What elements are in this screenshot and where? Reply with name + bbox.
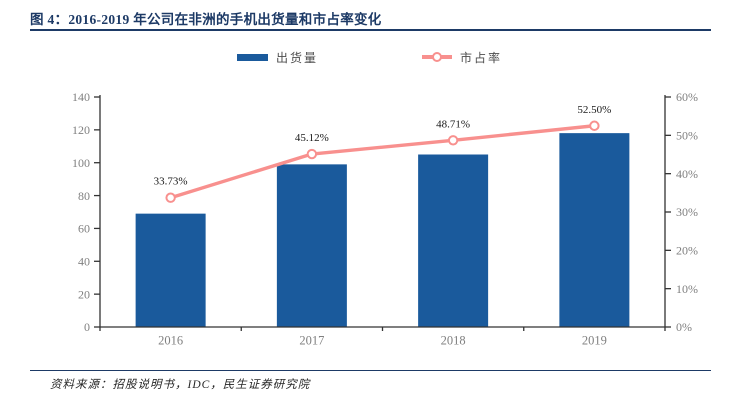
right-axis-label: 40%	[676, 167, 698, 181]
left-axis-label: 20	[78, 287, 90, 301]
legend-item-shipments: 出货量	[236, 49, 318, 66]
left-axis-label: 60	[78, 222, 90, 236]
share-marker-2019	[589, 120, 600, 131]
left-axis-label: 80	[78, 189, 90, 203]
x-axis-label: 2017	[299, 334, 324, 348]
legend-label-share: 市占率	[460, 50, 503, 65]
title-underline	[30, 29, 711, 31]
right-axis-label: 50%	[676, 129, 698, 143]
source-note: 资料来源：招股说明书，IDC，民生证券研究院	[50, 379, 311, 391]
share-marker-2017	[306, 148, 318, 160]
bar-swatch-icon	[236, 53, 268, 61]
left-axis-label: 40	[78, 254, 90, 268]
right-axis-label: 30%	[676, 205, 698, 219]
left-axis-label: 140	[72, 90, 90, 104]
bar-2017	[276, 164, 347, 327]
legend-label-shipments: 出货量	[275, 50, 318, 65]
right-axis-label: 10%	[676, 282, 698, 296]
share-marker-2016	[165, 192, 176, 203]
right-axis-label: 60%	[676, 90, 698, 104]
share-data-label: 48.71%	[436, 118, 470, 130]
x-axis-label: 2016	[158, 334, 183, 348]
share-marker-2018	[447, 135, 459, 146]
left-axis-label: 120	[72, 123, 90, 137]
legend-item-share: 市占率	[422, 49, 502, 66]
footer-divider	[30, 370, 711, 372]
share-data-label: 33.73%	[154, 176, 188, 188]
x-axis-label: 2019	[582, 334, 607, 348]
share-data-label: 45.12%	[295, 132, 329, 144]
share-data-label: 52.50%	[577, 104, 611, 116]
bar-2018	[418, 154, 489, 327]
line-marker-icon	[422, 51, 452, 62]
combo-chart: 0 20 40 60 80 100 120 140 0% 10% 20% 30% 40% 50% 60% 20…	[72, 90, 698, 348]
bar-2016	[135, 213, 206, 327]
x-axis-label: 2018	[441, 334, 466, 348]
share-line-series	[168, 124, 597, 200]
figure-title: 图 4：2016-2019 年公司在非洲的手机出货量和市占率变化	[30, 12, 382, 27]
right-axis-label: 20%	[676, 244, 698, 258]
left-axis-label: 100	[72, 156, 90, 170]
bar-2019	[559, 133, 630, 327]
right-axis-label: 0%	[676, 320, 692, 334]
left-axis-label: 0	[84, 320, 90, 334]
chart-legend: 出货量 市占率	[0, 47, 739, 67]
